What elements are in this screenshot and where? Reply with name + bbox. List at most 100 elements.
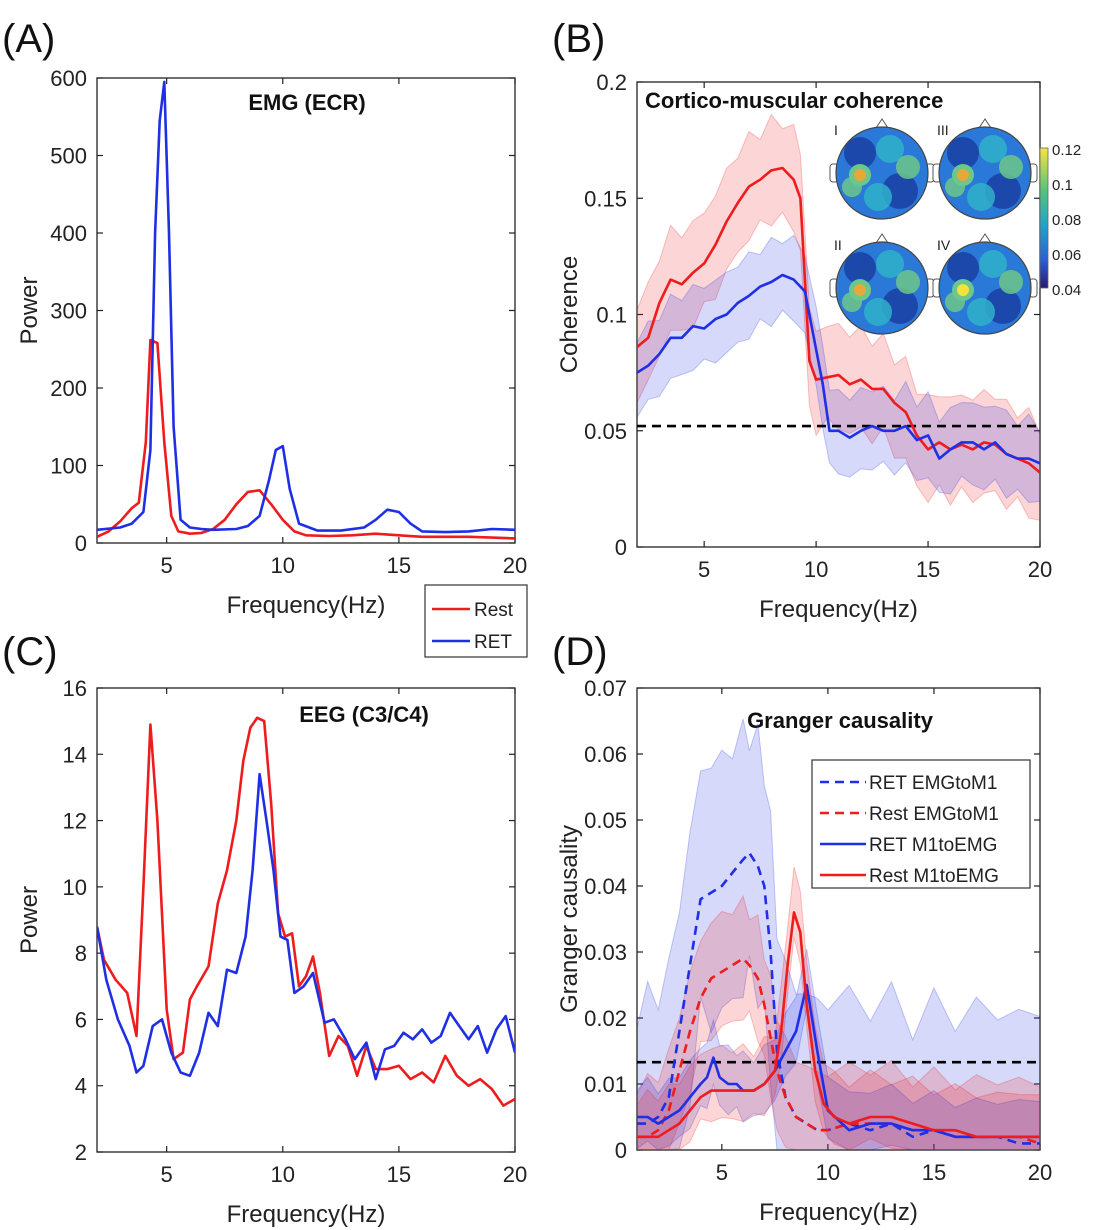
y-tick-label: 0.03 [584,940,627,965]
x-tick-label: 20 [1028,1160,1052,1185]
x-tick-label: 5 [698,557,710,582]
plot-frame [636,687,1041,1151]
x-tick-label: 5 [716,1160,728,1185]
topomap-hotspot [957,169,969,181]
x-axis-label: Frequency(Hz) [227,1201,386,1228]
y-tick-label: 0.2 [596,70,627,95]
topomap-field [836,127,928,219]
x-tick-label: 10 [804,557,828,582]
colorbar-tick-label: 0.1 [1052,177,1073,194]
y-tick-label: 14 [63,742,87,767]
topomap-label: I [834,122,838,138]
y-axis-label: Power [16,886,43,954]
colorbar-tick-label: 0.04 [1052,282,1081,299]
series-line-rest [97,716,515,1107]
panel-label: (D) [552,630,608,674]
legend-label: Rest EMGtoM1 [869,804,999,825]
series-band-ret-emgtom1 [637,718,1040,1150]
y-tick-label: 0.05 [584,808,627,833]
legend-label: Rest [474,600,514,621]
y-tick-label: 16 [63,676,87,701]
x-axis-label: Frequency(Hz) [759,1199,918,1226]
series-band-ret-m1toemg [637,948,1040,1150]
topomap-i: I [829,118,935,220]
topomap-hotspot [854,169,866,181]
legend-label: RET M1toEMG [869,835,997,856]
x-tick-label: 15 [387,1162,411,1187]
plot-area [637,113,1040,521]
plot-frame [96,687,516,1153]
y-tick-label: 300 [50,299,87,324]
chart-title: EEG (C3/C4) [299,702,429,727]
topomap-hotspot [957,284,969,296]
chart-title: Granger causality [747,708,934,733]
y-tick-label: 100 [50,454,87,479]
y-tick-label: 600 [50,66,87,91]
topomap-iii: III [932,118,1038,220]
y-tick-label: 500 [50,144,87,169]
legend-label: Rest M1toEMG [869,866,999,887]
panel-b: (B) 5 10 15 20 0 0.05 0.1 0.15 0.2 Frequency(Hz) Co… [552,17,1081,623]
y-tick-label: 0.02 [584,1006,627,1031]
legend: RET EMGtoM1 Rest EMGtoM1 RET M1toEMG Rest M… [811,759,1031,889]
x-axis-label: Frequency(Hz) [759,596,918,623]
topomap-outline [835,126,929,220]
series-line-ret [97,80,515,534]
legend-label: RET [474,632,512,653]
series-band-rest-emgtom1 [637,894,1040,1150]
y-tick-label: 0.05 [584,419,627,444]
series-line-rest [637,166,1040,474]
y-axis-label: Power [16,276,43,344]
topomap-contour [844,252,876,284]
topomap-label: II [834,237,842,253]
legend-box [424,584,528,658]
topomap-contour [967,183,995,211]
y-tick-label: 12 [63,809,87,834]
y-tick-label: 0.15 [584,186,627,211]
topomap-contour [947,137,979,169]
x-tick-label: 10 [271,553,295,578]
x-tick-label: 20 [503,553,527,578]
topomap-label: IV [937,237,951,253]
panel-d: (D) 5 10 15 20 0 0.01 0.02 0.03 0.04 0.05 0.06 0.07 F… [552,630,1052,1226]
topomap-field [939,127,1031,219]
series-band-rest [637,113,1040,521]
topomap-contour [979,250,1007,278]
topomap-contour [844,137,876,169]
topomap-contour [967,298,995,326]
series-line-ret [97,772,515,1081]
y-tick-label: 0.01 [584,1072,627,1097]
topomap-contour [896,270,920,294]
x-tick-label: 5 [161,1162,173,1187]
plot-area [97,80,515,540]
topomap-contour [876,250,904,278]
x-tick-label: 15 [922,1160,946,1185]
colorbar-tick-label: 0.06 [1052,247,1081,264]
topomap-ii: II [829,233,935,335]
y-tick-label: 0 [615,535,627,560]
colorbar: 0.12 0.1 0.08 0.06 0.04 [1039,142,1081,299]
topomap-field [836,242,928,334]
panel-label: (C) [2,630,58,674]
y-axis-label: Coherence [556,256,583,373]
y-tick-label: 0.1 [596,303,627,328]
topomap-hotspot [854,284,866,296]
x-tick-label: 20 [503,1162,527,1187]
y-tick-label: 200 [50,376,87,401]
y-tick-label: 400 [50,221,87,246]
y-tick-label: 2 [75,1140,87,1165]
series-band-rest-m1toemg [637,866,1040,1150]
topomap-contour [999,270,1023,294]
x-tick-label: 10 [271,1162,295,1187]
x-tick-label: 5 [161,553,173,578]
colorbar-bar [1039,147,1049,289]
topomap-contour [979,135,1007,163]
panel-label: (B) [552,17,605,61]
panel-c: (C) 5 10 15 20 2 4 6 8 10 12 14 16 Frequency(Hz) Power… [2,630,527,1228]
legend-label: RET EMGtoM1 [869,773,997,794]
y-tick-label: 10 [63,875,87,900]
chart-title: Cortico-muscular coherence [645,88,943,113]
topomap-label: III [937,122,949,138]
colorbar-tick-label: 0.08 [1052,212,1081,229]
